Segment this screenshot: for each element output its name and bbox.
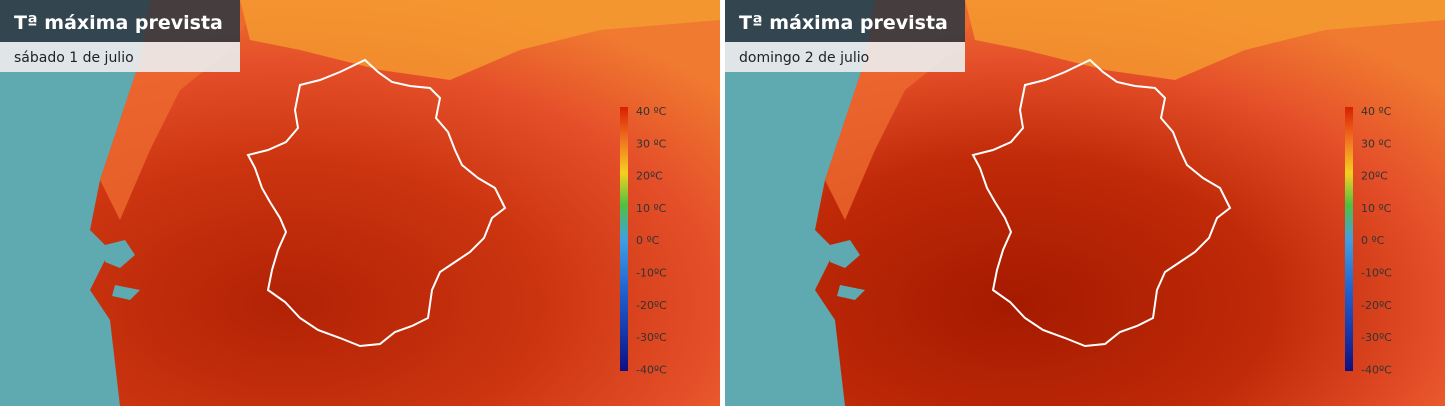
legend-label: 20ºC	[1361, 170, 1388, 183]
subtitle: sábado 1 de julio	[14, 50, 134, 66]
subtitle-box	[725, 42, 965, 72]
legend-label: -10ºC	[1361, 267, 1392, 280]
legend-label: 30 ºC	[636, 137, 667, 150]
estuary	[830, 240, 865, 300]
sea	[0, 0, 150, 406]
legend-label: 40 ºC	[1361, 105, 1392, 118]
legend-label: 40 ºC	[636, 105, 667, 118]
legend-bar	[1345, 107, 1353, 371]
legend-label: -30ºC	[636, 331, 667, 344]
sea	[725, 0, 875, 406]
title-box	[725, 0, 965, 42]
region-outline	[971, 58, 1232, 348]
north-highlands	[240, 0, 720, 80]
legend-label: 20ºC	[636, 170, 663, 183]
legend-label: 10 ºC	[636, 202, 667, 215]
legend-label: -10ºC	[636, 267, 667, 280]
north-highlands	[965, 0, 1445, 80]
region-outline	[246, 58, 507, 348]
subtitle-box	[0, 42, 240, 72]
legend-bar	[620, 107, 628, 371]
estuary	[105, 240, 140, 300]
legend-label: -20ºC	[636, 299, 667, 312]
legend-label: 0 ºC	[1361, 234, 1385, 247]
legend-label: -40ºC	[636, 363, 667, 376]
legend-label: 10 ºC	[1361, 202, 1392, 215]
legend-label: -20ºC	[1361, 299, 1392, 312]
map-panel: 40 ºC 30 ºC 20ºC 10 ºC 0 ºC -10ºC -20ºC -30ºC -4…	[0, 0, 720, 406]
title: Tª máxima prevista	[14, 12, 223, 34]
map-panel: 40 ºC 30 ºC 20ºC 10 ºC 0 ºC -10ºC -20ºC -30ºC -4…	[725, 0, 1445, 406]
title-box	[0, 0, 240, 42]
legend-label: -40ºC	[1361, 363, 1392, 376]
legend-label: -30ºC	[1361, 331, 1392, 344]
legend-label: 30 ºC	[1361, 137, 1392, 150]
subtitle: domingo 2 de julio	[739, 50, 869, 66]
title: Tª máxima prevista	[739, 12, 948, 34]
legend-label: 0 ºC	[636, 234, 660, 247]
